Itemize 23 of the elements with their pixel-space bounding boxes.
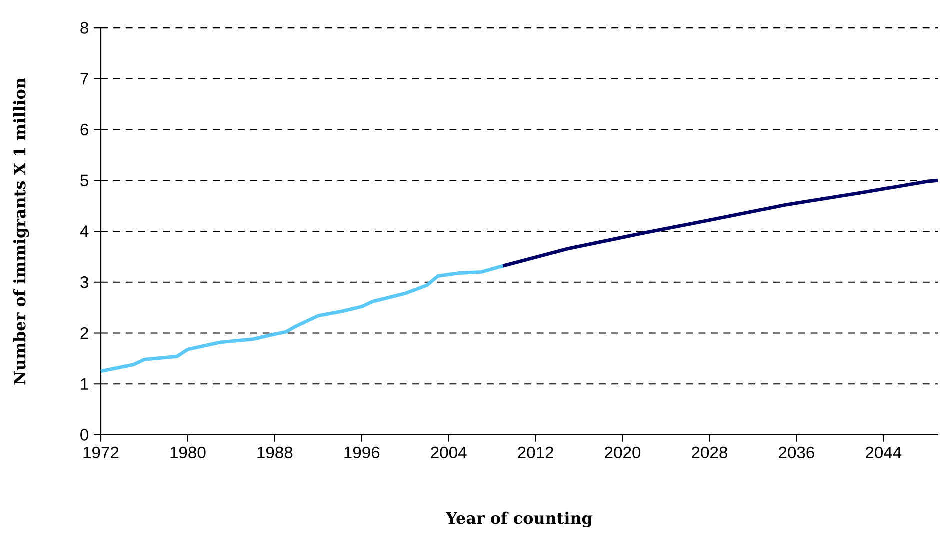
y-tick-label: 8 [80, 22, 88, 34]
y-tick-label: 6 [80, 124, 88, 136]
y-tick-label: 1 [81, 378, 88, 390]
y-axis-title: Number of immigrants X 1 million [13, 78, 30, 385]
x-tick-label: 2020 [605, 446, 641, 459]
y-tick-label: 3 [80, 276, 88, 288]
x-tick-label: 1972 [84, 446, 119, 459]
x-tick-label: 2028 [692, 446, 728, 459]
x-axis-title: Year of counting [446, 512, 593, 528]
y-tick-label: 0 [80, 429, 89, 441]
y-tick-label: 2 [80, 327, 88, 340]
x-tick-label: 2012 [518, 446, 554, 459]
x-tick-label: 2036 [779, 446, 814, 459]
y-tick-label: 7 [80, 73, 88, 85]
x-tick-label: 2004 [431, 446, 467, 459]
y-tick-label: 4 [80, 226, 89, 238]
line-series [99, 264, 505, 374]
x-tick-label: 1988 [258, 446, 293, 459]
line-series [501, 178, 940, 268]
y-tick-label: 5 [80, 174, 88, 186]
x-tick-label: 2044 [866, 446, 902, 459]
x-tick-label: 1980 [170, 446, 206, 459]
x-tick-label: 1996 [344, 446, 380, 459]
